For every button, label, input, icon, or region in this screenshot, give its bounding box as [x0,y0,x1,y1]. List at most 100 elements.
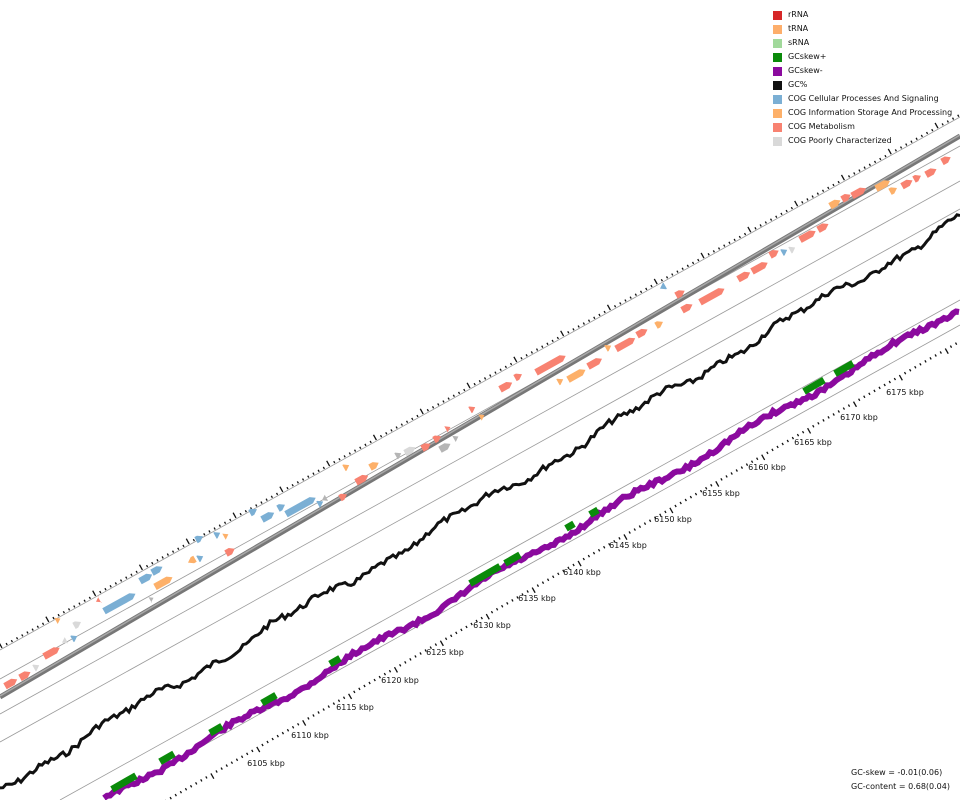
ruler-tick [946,120,949,123]
ruler-tick [452,394,455,398]
scale-tick [786,439,789,443]
gene-feature [900,179,913,190]
scale-tick [608,542,611,546]
scale-tick [291,725,295,729]
scale-tick [240,755,244,759]
ruler-tick [894,149,897,152]
ruler-tick [905,143,908,146]
gene-feature [213,532,221,539]
gc-skew-positive-segment [588,506,600,518]
scale-tick [878,386,881,390]
scale-tick [286,728,290,732]
scale-tick [756,457,759,461]
legend-label: GCskew+ [788,52,827,61]
ruler-tick [229,518,232,522]
scale-tick [169,796,172,800]
ruler-tick [466,382,471,389]
ruler-tick [359,446,362,449]
scale-tick [495,607,499,611]
scale-tick [766,451,769,455]
ruler-tick [99,590,102,594]
scale-tick [603,545,606,549]
legend-item: GCskew+ [773,50,952,64]
ruler-tick [634,293,637,296]
scale-label: 6135 kbp [518,594,556,603]
gene-feature [614,337,636,353]
ruler-tick [629,296,632,299]
scale-tick [256,746,261,753]
ruler-tick [109,585,112,588]
gc-skew-positive-segment [802,376,826,395]
scale-tick [924,359,927,363]
scale-tick [618,537,621,540]
scale-tick [929,357,932,360]
ruler-tick [728,241,731,245]
scale-tick [919,362,922,366]
ruler-tick [717,247,721,250]
ruler-tick [182,544,185,548]
ruler-tick [185,538,190,545]
scale-tick [562,569,565,573]
ruler-tick [598,313,601,317]
ruler-tick [301,478,305,481]
gene-feature [874,180,890,192]
legend-label: sRNA [788,38,810,47]
ruler-tick [203,533,206,536]
legend-label: GC% [788,80,808,89]
scale-tick [388,669,392,673]
ruler-tick [723,244,726,247]
scale-tick [572,563,575,567]
ruler-tick [509,362,513,366]
scale-label: 6115 kbp [336,703,374,712]
scale-tick [888,380,891,384]
ruler-tick [853,172,856,175]
gene-feature [478,414,485,421]
ruler-tick [232,512,237,519]
legend-swatch [773,10,782,20]
scale-tick [648,519,652,523]
scale-tick [470,622,473,626]
scale-tick [220,767,223,770]
gene-feature [698,288,725,306]
ruler-tick [317,469,320,473]
scale-tick [949,345,953,348]
gene-feature [912,175,921,183]
scale-tick [781,442,784,446]
legend-swatch [773,136,782,146]
scale-tick [261,743,264,747]
gene-feature [3,678,18,690]
scale-tick [776,445,779,449]
scale-tick [633,528,636,531]
gene-feature [940,156,951,166]
ruler-tick [161,556,164,559]
scale-tick [577,560,582,567]
ruler-tick [333,460,336,464]
ruler-tick [671,273,674,276]
ruler-tick [840,174,845,181]
scale-tick [796,433,800,437]
scale-tick [567,566,570,570]
gc-skew-positive-segment [564,520,576,532]
ruler-tick [957,114,960,117]
gene-feature [566,369,586,383]
ruler-tick [390,429,393,432]
ruler-tick [326,460,331,467]
legend-item: COG Poorly Characterized [773,134,952,148]
ruler-tick [660,278,663,282]
scale-tick [643,522,647,526]
gene-feature [444,426,451,433]
ruler-tick [873,160,877,164]
gene-feature [196,555,204,563]
legend-label: rRNA [788,10,809,19]
ruler-tick [447,397,450,400]
ruler-tick [676,270,679,273]
scale-tick [720,478,723,481]
ruler-tick [700,252,705,259]
ruler-tick [192,538,195,542]
ruler-tick [239,512,242,516]
gene-feature [798,230,816,243]
gene-feature [147,596,154,604]
ruler-tick [104,587,107,591]
legend-label: COG Cellular Processes And Signaling [788,94,939,103]
scale-tick [511,599,514,602]
